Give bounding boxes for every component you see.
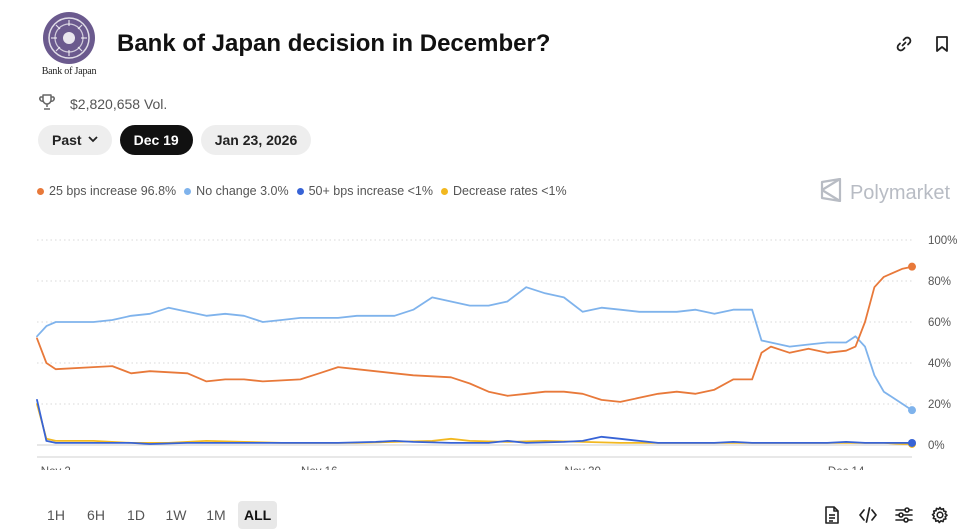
range-button-1h[interactable]: 1H [47,507,65,523]
past-label: Past [52,132,82,148]
sliders-icon[interactable] [894,505,914,525]
polymarket-watermark: Polymarket [820,177,950,208]
series-end-dot-1 [908,406,916,415]
settings-gear-icon[interactable] [930,505,950,525]
document-icon[interactable] [822,505,842,525]
legend-label: Decrease rates <1% [453,184,567,198]
range-button-6h[interactable]: 6H [87,507,105,523]
series-line-3 [36,403,913,445]
series-end-dot-2 [908,438,916,447]
legend-label: 50+ bps increase <1% [308,184,433,198]
legend-label: No change 3.0% [196,184,289,198]
range-button-1m[interactable]: 1M [206,507,226,523]
page-title: Bank of Japan decision in December? [117,30,551,57]
watermark-text: Polymarket [849,181,950,204]
y-tick-label: 20% [928,399,951,411]
y-tick-label: 100% [928,235,957,247]
y-tick-label: 0% [928,440,945,452]
embed-code-icon[interactable] [858,505,878,525]
date-pill-selected[interactable]: Dec 19 [119,125,193,155]
y-tick-label: 40% [928,358,951,370]
legend-dot [184,187,192,195]
date-pill-other[interactable]: Jan 23, 2026 [200,125,312,155]
legend-item: 50+ bps increase <1% [296,184,433,198]
logo-caption: Bank of Japan [41,66,97,77]
legend-dot [296,187,304,195]
time-range-selector: 1H 6H 1D 1W 1M ALL [38,501,278,529]
chart-legend: 25 bps increase 96.8% No change 3.0% 50+… [37,184,567,198]
link-icon[interactable] [894,34,914,54]
legend-dot [37,187,44,195]
series-line-2 [36,399,913,445]
legend-item: No change 3.0% [184,184,289,198]
bank-of-japan-logo: Bank of Japan [36,12,102,77]
legend-label: 25 bps increase 96.8% [49,184,177,198]
range-button-all[interactable]: ALL [238,501,278,529]
range-button-1d[interactable]: 1D [127,507,145,523]
past-dropdown[interactable]: Past [38,125,112,155]
seal-icon [43,12,95,64]
x-tick-label: Dec 14 [828,466,865,470]
x-tick-label: Nov 2 [41,466,71,470]
bookmark-icon[interactable] [932,34,952,54]
chevron-down-icon [87,134,98,146]
trophy-icon [38,93,56,114]
legend-dot [441,187,448,195]
volume-text: $2,820,658 Vol. [70,95,168,112]
legend-item: Decrease rates <1% [441,184,567,198]
probability-line-chart: 100% 80% 60% 40% 20% 0% Nov 2 Nov 16 Nov 30 Dec 1… [36,235,957,470]
y-tick-label: 80% [928,276,951,288]
series-line-0 [36,265,913,403]
series-end-dot-0 [908,262,916,271]
range-button-1w[interactable]: 1W [165,507,187,523]
y-tick-label: 60% [928,317,951,329]
legend-item: 25 bps increase 96.8% [37,184,176,198]
series-line-1 [36,286,913,412]
x-tick-label: Nov 30 [564,466,600,470]
x-tick-label: Nov 16 [301,466,337,470]
polymarket-logo-icon [820,177,842,208]
